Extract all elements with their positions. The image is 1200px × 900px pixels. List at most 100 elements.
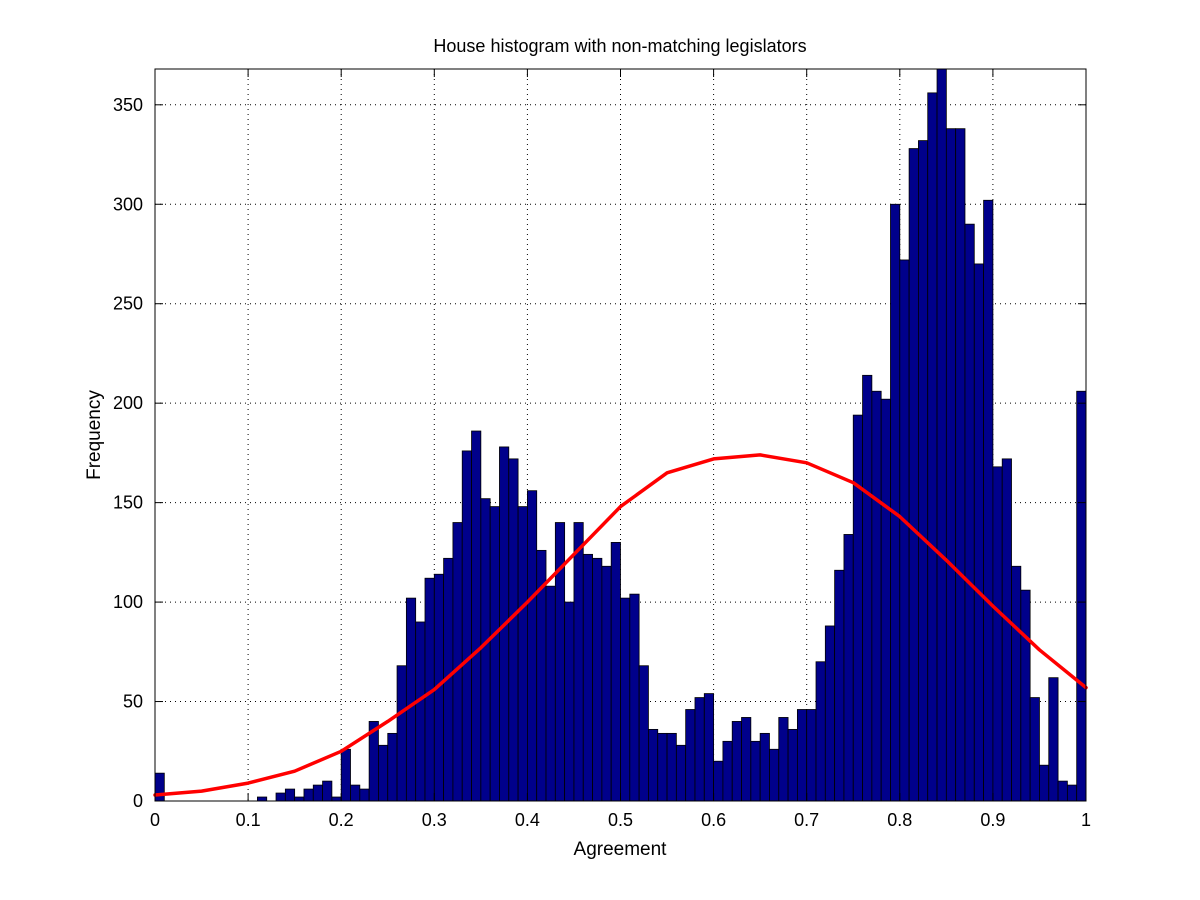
histogram-bar [1011, 565, 1022, 802]
histogram-bar [415, 621, 426, 802]
histogram-bar [461, 450, 472, 802]
histogram-bar [257, 796, 268, 802]
histogram-bar [452, 522, 463, 802]
histogram-bar [601, 565, 612, 802]
histogram-bar [657, 732, 668, 802]
histogram-bar [778, 717, 789, 802]
y-axis-label: Frequency [84, 390, 105, 480]
histogram-bar [471, 430, 482, 802]
histogram-bar [322, 780, 333, 802]
histogram-bar [843, 534, 854, 802]
histogram-bar [973, 263, 984, 802]
histogram-bar [610, 542, 621, 802]
histogram-bar [1048, 677, 1059, 802]
y-tick-label: 350 [113, 95, 143, 115]
fit-curve [153, 453, 1088, 797]
x-tick-label: 0.4 [515, 810, 540, 830]
histogram-bar [983, 199, 994, 802]
histogram-bar [480, 498, 491, 802]
histogram-bar [592, 557, 603, 802]
histogram-bar [666, 732, 677, 802]
histogram-bar [880, 398, 891, 802]
histogram-bar [1039, 764, 1050, 802]
x-tick-label: 0.7 [794, 810, 819, 830]
y-tick-label: 200 [113, 393, 143, 413]
x-tick-label: 0 [150, 810, 160, 830]
histogram-bar [731, 721, 742, 802]
histogram-bar [405, 597, 417, 802]
histogram-bar [750, 740, 761, 802]
histogram-bar [1020, 589, 1031, 802]
histogram-bar [927, 92, 938, 802]
histogram-bar [992, 466, 1003, 802]
y-tick-label: 100 [113, 592, 143, 612]
histogram-bar [899, 259, 910, 802]
histogram-bar [582, 553, 593, 802]
x-tick-label: 0.5 [608, 810, 633, 830]
histogram-bar [685, 709, 696, 802]
histogram-bar [508, 458, 519, 802]
histogram-bar [741, 717, 752, 802]
histogram-bar [396, 665, 407, 802]
histogram-bar [545, 585, 556, 802]
histogram-bar [331, 796, 342, 802]
x-tick-label: 0.3 [422, 810, 447, 830]
histogram-bar [648, 728, 659, 802]
histogram-bar [964, 223, 975, 802]
histogram-bar [1001, 458, 1012, 802]
histogram-bar [769, 748, 780, 802]
histogram-bar [918, 140, 929, 802]
histogram-bar [890, 203, 901, 802]
histogram-bar [359, 788, 370, 802]
histogram-bar [154, 772, 165, 802]
histogram-bar [303, 788, 314, 802]
histogram-bar [1066, 784, 1078, 802]
histogram-bar [694, 697, 705, 802]
x-axis-label: Agreement [574, 839, 668, 860]
histogram-bar [908, 148, 919, 802]
histogram-bar [1057, 780, 1068, 802]
y-tick-label: 150 [113, 493, 143, 513]
histogram-bar [312, 784, 323, 802]
histogram-bar [945, 128, 957, 802]
histogram-bar [796, 709, 808, 802]
histogram-bar [527, 490, 538, 802]
y-tick-label: 300 [113, 194, 143, 214]
histogram-bar [387, 732, 398, 802]
histogram-bar [489, 506, 500, 802]
histogram-bar [1076, 390, 1087, 802]
y-tick-label: 0 [133, 791, 143, 811]
histogram-bar [955, 128, 966, 802]
y-tick-label: 250 [113, 294, 143, 314]
histogram-bar [834, 569, 845, 802]
histogram-bar [284, 788, 296, 802]
histogram-bar [350, 784, 361, 802]
histogram-bar [759, 732, 770, 802]
x-tick-label: 1 [1081, 810, 1091, 830]
histogram-bar [564, 601, 575, 802]
histogram-bar [1029, 697, 1040, 802]
histogram-bar [638, 665, 649, 802]
histogram-bar [573, 522, 584, 802]
x-tick-label: 0.8 [887, 810, 912, 830]
histogram-bar [806, 709, 817, 802]
histogram-bar [675, 744, 687, 802]
axis-ticks: 0 0.1 0.2 0.3 0.4 0.5 0.6 0.7 0.8 0.9 1 0 50 100 150 20… [113, 69, 1091, 830]
histogram-bar [294, 796, 305, 802]
histogram-bars [154, 68, 1087, 802]
y-tick-label: 50 [123, 692, 143, 712]
histogram-bar [620, 597, 631, 802]
histogram-bar [862, 374, 873, 802]
chart-title: House histogram with non-matching legisl… [433, 36, 806, 56]
histogram-bar [629, 593, 640, 802]
histogram-bar [713, 760, 724, 802]
x-tick-label: 0.1 [236, 810, 261, 830]
histogram-bar [703, 693, 714, 802]
histogram-bar [722, 740, 733, 802]
histogram-bar [824, 625, 836, 802]
histogram-bar [852, 414, 863, 802]
histogram-bar [871, 390, 882, 802]
x-tick-label: 0.6 [701, 810, 726, 830]
histogram-bar [275, 792, 286, 802]
